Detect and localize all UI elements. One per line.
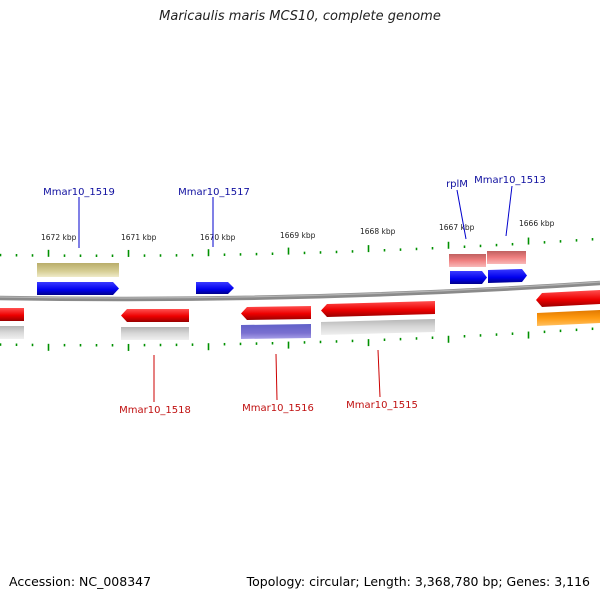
gene-arrow-mmar10-1513[interactable] — [488, 269, 527, 283]
gene-arrow-mmar10-1518[interactable] — [121, 309, 189, 322]
forward-strand-genes — [37, 269, 527, 295]
reverse-strand-genes — [0, 290, 600, 322]
gene-label-mmar10-1515[interactable]: Mmar10_1515 — [346, 400, 418, 411]
scale-label: 1672 kbp — [41, 233, 77, 242]
gene-arrow-mmar10-1519[interactable] — [37, 282, 119, 295]
scale-ticks-bottom — [0, 327, 594, 351]
genome-backbone — [0, 280, 600, 302]
gene-arrow-mmar10-1517[interactable] — [196, 282, 234, 294]
gene-label-mmar10-1519[interactable]: Mmar10_1519 — [43, 187, 115, 198]
feature-bar-purple — [241, 324, 311, 339]
gene-arrow-mmar10-1516[interactable] — [241, 306, 311, 320]
feature-bar-grey — [321, 319, 435, 335]
scale-label: 1671 kbp — [121, 233, 157, 242]
scale-label: 1669 kbp — [280, 231, 316, 240]
feature-bar-pink — [449, 254, 486, 267]
feature-bar-grey — [121, 327, 189, 340]
feature-bar-grey — [0, 326, 24, 339]
genome-title: Maricaulis maris MCS10, complete genome — [159, 9, 441, 24]
gene-arrow-mmar10-1515[interactable] — [321, 301, 435, 317]
accession-text: Accession: NC_008347 — [9, 574, 152, 589]
scale-label: 1666 kbp — [519, 219, 555, 228]
gene-arrow-right-edge[interactable] — [536, 290, 600, 307]
leader-line — [505, 185, 513, 237]
gene-label-mmar10-1516[interactable]: Mmar10_1516 — [242, 403, 314, 414]
feature-track-lower — [0, 310, 600, 340]
label-leaders — [78, 185, 513, 402]
scale-ticks-top — [0, 237, 594, 257]
gene-label-mmar10-1513[interactable]: Mmar10_1513 — [474, 175, 546, 186]
scale-label: 1668 kbp — [360, 227, 396, 236]
feature-bar-orange — [537, 310, 600, 326]
feature-bar-pink — [487, 251, 526, 264]
scale-labels: 1672 kbp 1671 kbp 1670 kbp 1669 kbp 1668… — [41, 219, 555, 242]
scale-label: 1670 kbp — [200, 233, 236, 242]
leader-line — [456, 189, 467, 240]
gene-labels: Mmar10_1519 Mmar10_1517 rplM Mmar10_1513… — [43, 175, 546, 416]
gene-label-mmar10-1518[interactable]: Mmar10_1518 — [119, 405, 191, 416]
gene-arrow-rplm[interactable] — [450, 271, 487, 284]
gene-label-rplm[interactable]: rplM — [446, 179, 468, 190]
leader-line — [275, 353, 278, 401]
feature-track-upper — [37, 251, 526, 277]
genome-backbone-highlight — [0, 281, 600, 299]
scale-label: 1667 kbp — [439, 223, 475, 232]
feature-bar-olive — [37, 263, 119, 277]
gene-arrow-left-edge[interactable] — [0, 308, 24, 321]
topology-text: Topology: circular; Length: 3,368,780 bp… — [246, 574, 590, 589]
leader-line — [377, 349, 381, 398]
gene-label-mmar10-1517[interactable]: Mmar10_1517 — [178, 187, 250, 198]
